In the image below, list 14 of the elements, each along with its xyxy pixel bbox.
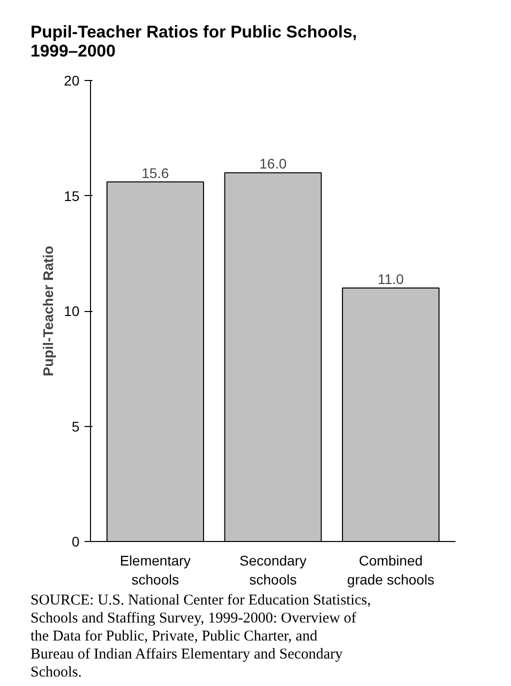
chart-title: Pupil-Teacher Ratios for Public Schools, 1999–2000 xyxy=(30,22,358,60)
x-tick-label: Elementary schools xyxy=(120,552,191,588)
source-note: SOURCE: U.S. National Center for Education Statistics, Schools and Staffing Survey, 1999-2000: Overview of the Data for Public, Private, Public Charter, and Bureau of Indian Affairs Elementary and Secondary Schools. xyxy=(30,592,371,680)
y-tick-label: 20 xyxy=(64,72,80,88)
data-label: 11.0 xyxy=(378,270,404,287)
y-tick-label: 5 xyxy=(72,418,80,434)
y-tick-label: 0 xyxy=(72,534,80,550)
data-label: 15.6 xyxy=(142,164,170,181)
x-tick-label: Secondary schools xyxy=(240,552,306,588)
data-label: 16.0 xyxy=(259,156,287,172)
y-axis-title: Pupil-Teacher Ratio xyxy=(40,246,56,376)
y-tick-label: 15 xyxy=(64,188,80,204)
y-tick-label: 10 xyxy=(64,303,80,319)
x-tick-label: Combined grade schools xyxy=(347,552,434,588)
